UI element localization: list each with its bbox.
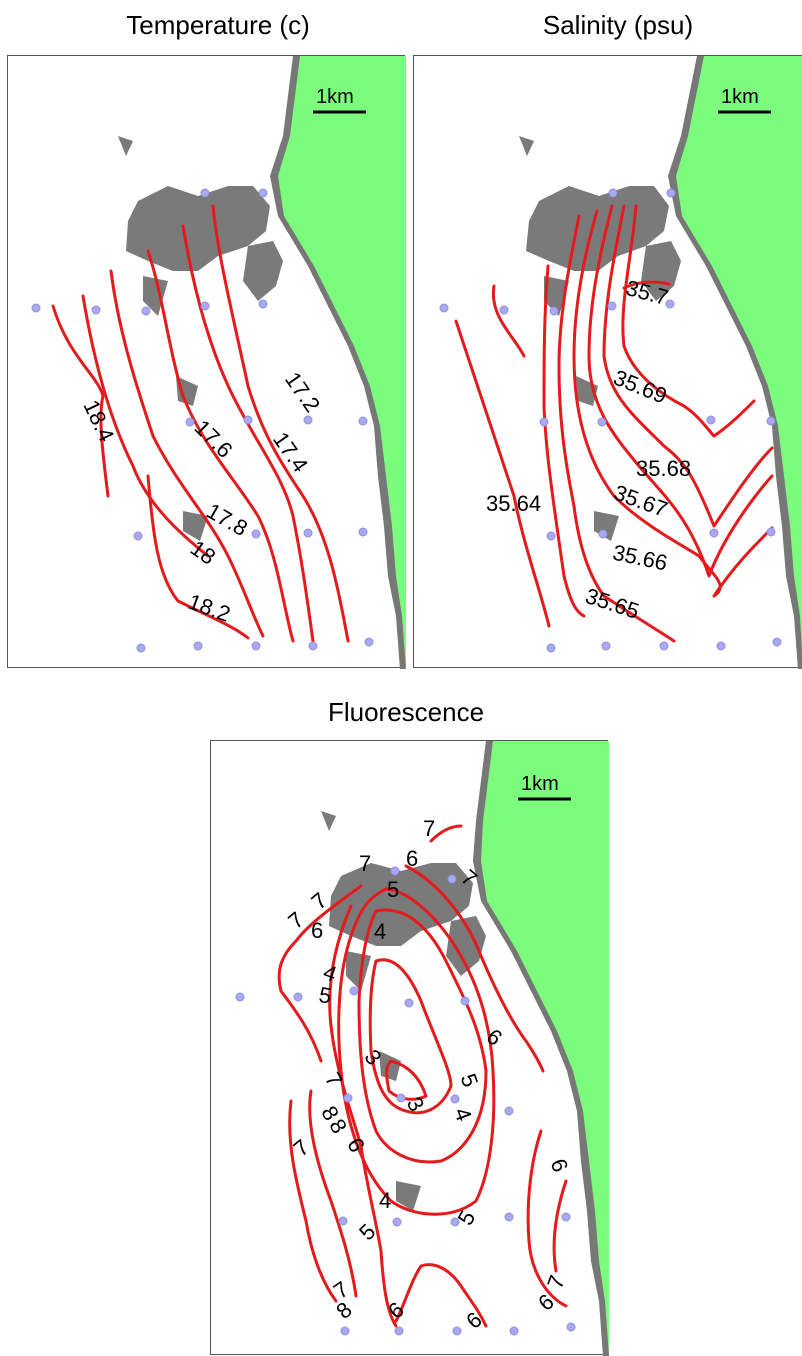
contour-label: 6 <box>342 1133 370 1156</box>
station-markers <box>439 188 782 653</box>
contour-label: 7 <box>359 851 371 876</box>
contour-label: 4 <box>379 1188 391 1213</box>
fluorescence-map: 7 6 7 7 5 7 7 6 4 4 5 6 3 7 5 3 4 8 8 7 … <box>210 740 609 1356</box>
contour-label: 35.66 <box>611 540 670 576</box>
reef-area <box>176 376 198 406</box>
reef-area <box>396 1181 421 1211</box>
reef-area <box>329 863 473 946</box>
contour-label: 18.2 <box>185 589 234 627</box>
reef-area <box>446 916 486 976</box>
reef-area <box>183 511 208 541</box>
fluorescence-title: Fluorescence <box>327 697 485 727</box>
reef-area <box>641 241 681 301</box>
contour-label: 6 <box>311 918 323 943</box>
contour-line <box>542 264 586 618</box>
station-markers <box>235 866 576 1336</box>
contour-line <box>385 1059 428 1101</box>
contour-label: 6 <box>406 846 418 871</box>
land-mass <box>473 741 609 1356</box>
scale-label: 1km <box>721 86 759 108</box>
reef-area <box>118 136 133 156</box>
contour-label: 4 <box>374 919 386 944</box>
temperature-map: 17.2 17.4 17.6 17.8 18 18.2 18.4 1km <box>7 55 406 669</box>
contour-line <box>572 209 774 598</box>
contour-line <box>587 204 774 578</box>
temperature-map-canvas: 17.2 17.4 17.6 17.8 18 18.2 18.4 1km <box>31 56 406 669</box>
land-mass <box>270 56 406 669</box>
contour-line <box>357 908 488 1164</box>
contour-label: 4 <box>449 1104 477 1124</box>
reef-area <box>243 241 283 301</box>
contour-line <box>211 204 350 643</box>
contour-line <box>288 1099 338 1303</box>
contour-line <box>308 1089 358 1298</box>
contour-label: 5 <box>387 877 399 902</box>
reef-area <box>519 136 534 156</box>
contour-line <box>337 887 496 1216</box>
station-markers <box>31 188 374 653</box>
contour-line <box>491 284 526 358</box>
contour-line <box>146 249 295 643</box>
salinity-map-canvas: 35.7 35.69 35.68 35.67 35.66 35.65 35.64… <box>439 56 802 669</box>
contour-label: 18.4 <box>79 396 120 445</box>
contour-label: 5 <box>456 1070 484 1090</box>
land-mass <box>668 56 802 669</box>
contour-label: 35.65 <box>582 583 642 624</box>
contour-line <box>368 958 453 1115</box>
contour-label: 5 <box>317 982 333 1009</box>
reef-area <box>379 1051 401 1081</box>
contour-line <box>602 204 774 528</box>
contour-line <box>526 1129 568 1308</box>
contour-label: 35.68 <box>636 456 691 481</box>
reef-area <box>143 276 168 316</box>
reef-area <box>126 186 270 271</box>
contour-line <box>328 904 398 1328</box>
contour-label: 17.8 <box>202 498 252 541</box>
contour-label: 7 <box>423 816 435 841</box>
contour-line <box>109 269 265 638</box>
reef-area <box>526 186 669 271</box>
contour-line <box>277 884 363 1063</box>
temperature-title: Temperature (c) <box>126 10 310 40</box>
scale-label: 1km <box>316 86 354 108</box>
reef-area <box>321 811 336 831</box>
contour-line <box>81 294 210 558</box>
salinity-title: Salinity (psu) <box>542 10 694 40</box>
reef-area <box>544 276 569 316</box>
contour-label: 6 <box>533 1289 558 1316</box>
contour-label: 35.64 <box>486 491 541 516</box>
contour-label: 6 <box>482 1024 507 1051</box>
contour-label: 35.67 <box>611 480 671 522</box>
contour-line <box>557 214 676 643</box>
contour-line <box>622 280 671 290</box>
contour-line <box>552 1179 568 1273</box>
contour-line <box>429 824 463 843</box>
fluorescence-map-canvas: 7 6 7 7 5 7 7 6 4 4 5 6 3 7 5 3 4 8 8 7 … <box>235 741 609 1356</box>
salinity-map: 35.7 35.69 35.68 35.67 35.66 35.65 35.64… <box>413 55 802 669</box>
contour-label: 8 <box>331 1297 356 1324</box>
contour-line <box>181 224 315 643</box>
contour-label: 17.2 <box>280 367 325 416</box>
contour-line <box>404 864 545 1073</box>
contour-line <box>51 304 110 498</box>
scale-label: 1km <box>521 773 559 795</box>
contour-line <box>146 474 250 640</box>
contour-label: 6 <box>546 1155 574 1175</box>
contour-line <box>454 319 551 628</box>
contour-line <box>621 204 756 438</box>
contour-line <box>394 1263 488 1328</box>
reef-area <box>346 951 371 991</box>
